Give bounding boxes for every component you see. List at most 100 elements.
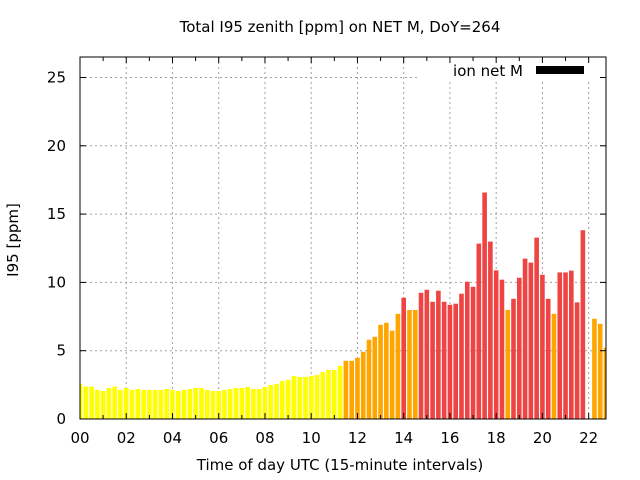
legend: ion net M <box>420 58 597 81</box>
bar <box>118 389 123 419</box>
bar <box>441 301 447 419</box>
plot-border <box>79 56 607 420</box>
bar <box>337 365 343 419</box>
bar <box>545 298 551 419</box>
y-tick-label: 5 <box>56 342 66 360</box>
bar <box>360 351 366 419</box>
x-tick-label: 20 <box>533 429 552 447</box>
bar <box>551 313 557 419</box>
legend-label: ion net M <box>453 62 523 80</box>
bar <box>378 324 383 419</box>
bar <box>557 272 563 419</box>
bar <box>592 318 597 419</box>
bar <box>407 309 412 419</box>
bar <box>505 309 511 419</box>
bar <box>569 270 574 419</box>
bar <box>395 313 401 419</box>
bar <box>366 339 372 419</box>
x-tick-label: 08 <box>255 429 274 447</box>
x-tick-label: 12 <box>348 429 367 447</box>
bar <box>187 388 193 419</box>
bar <box>181 389 187 419</box>
bar <box>297 376 302 419</box>
bar <box>141 389 146 419</box>
bar <box>314 374 320 419</box>
bar <box>332 369 337 419</box>
bar <box>453 303 459 419</box>
bar <box>389 330 395 419</box>
bar <box>384 322 389 419</box>
bar <box>470 286 476 419</box>
x-tick-label: 02 <box>117 429 136 447</box>
bar <box>158 389 164 419</box>
bar <box>430 301 435 419</box>
x-axis-label: Time of day UTC (15-minute intervals) <box>196 456 483 474</box>
bar <box>222 389 227 419</box>
bar <box>516 277 522 419</box>
x-tick-label: 16 <box>440 429 459 447</box>
bar <box>280 380 285 419</box>
bar <box>308 375 314 419</box>
bar <box>216 391 222 419</box>
bar <box>459 293 464 419</box>
y-tick-label: 15 <box>47 205 66 223</box>
legend-swatch <box>536 66 584 74</box>
bar <box>135 388 141 419</box>
bar <box>303 376 308 419</box>
bar <box>534 237 539 419</box>
legend-background <box>420 58 597 81</box>
bar <box>424 289 430 419</box>
bar <box>227 388 233 419</box>
bar <box>204 389 210 419</box>
bar <box>291 375 297 419</box>
bar <box>164 388 170 419</box>
bar <box>210 391 216 419</box>
bar <box>251 388 256 419</box>
bar <box>175 391 181 419</box>
bar <box>100 391 106 419</box>
bar <box>239 387 245 419</box>
bar <box>540 274 545 419</box>
x-tick-label: 22 <box>579 429 598 447</box>
bar <box>493 270 499 419</box>
bar <box>412 309 418 419</box>
bar <box>522 258 528 419</box>
bar <box>464 281 470 419</box>
y-tick-label: 20 <box>47 137 66 155</box>
bar <box>320 371 326 419</box>
bar <box>580 230 586 419</box>
bar <box>80 383 83 419</box>
y-axis-label: I95 [ppm] <box>4 203 22 277</box>
bar <box>476 243 482 419</box>
y-tick-label: 0 <box>56 410 66 428</box>
y-tick-labels: 0 5 10 15 20 25 <box>47 68 66 428</box>
bar <box>89 386 94 419</box>
bar <box>106 387 112 419</box>
y-tick-label: 25 <box>47 68 66 86</box>
x-tick-label: 00 <box>70 429 89 447</box>
bar <box>285 379 291 419</box>
bar <box>436 290 441 419</box>
chart-title: Total I95 zenith [ppm] on NET M, DoY=264 <box>179 18 501 36</box>
bar <box>482 192 487 419</box>
bar <box>152 389 158 419</box>
bar <box>233 387 239 419</box>
bar <box>193 387 198 419</box>
bar <box>262 386 268 419</box>
x-tick-label: 14 <box>394 429 413 447</box>
bar <box>147 389 152 419</box>
bar <box>603 347 606 419</box>
bar <box>199 387 204 419</box>
bar <box>372 336 378 419</box>
bar <box>349 360 354 419</box>
y-tick-label: 10 <box>47 273 66 291</box>
bar <box>528 262 534 419</box>
bar <box>129 389 135 419</box>
x-tick-label: 06 <box>209 429 228 447</box>
bar <box>112 386 117 419</box>
bar-series <box>80 192 606 419</box>
bar <box>274 383 279 419</box>
bar <box>511 298 516 419</box>
x-tick-labels: 00 02 04 06 08 10 12 14 16 18 20 22 <box>70 429 598 447</box>
bar <box>95 389 100 419</box>
